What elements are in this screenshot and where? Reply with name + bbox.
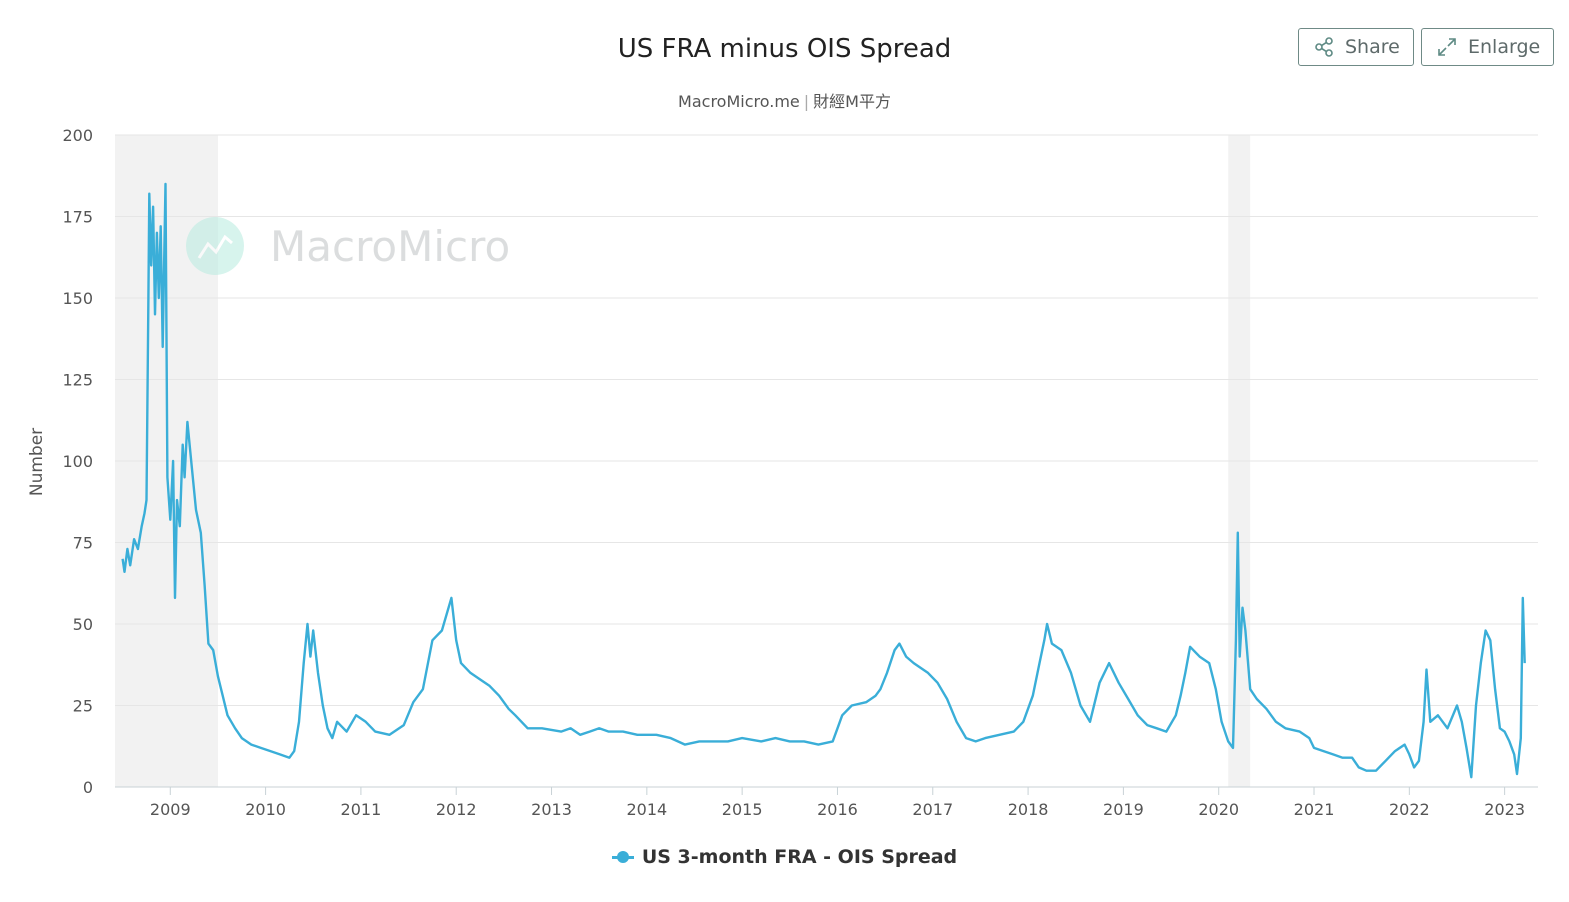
share-button[interactable]: Share bbox=[1298, 28, 1414, 66]
y-tick-label: 175 bbox=[62, 208, 93, 227]
x-tick-label: 2015 bbox=[722, 800, 763, 819]
y-tick-label: 75 bbox=[73, 534, 93, 553]
legend[interactable]: US 3-month FRA - OIS Spread bbox=[0, 846, 1569, 868]
enlarge-button[interactable]: Enlarge bbox=[1421, 28, 1554, 66]
y-tick-label: 100 bbox=[62, 452, 93, 471]
x-tick-label: 2013 bbox=[531, 800, 572, 819]
legend-marker-icon bbox=[611, 847, 634, 867]
legend-label: US 3-month FRA - OIS Spread bbox=[641, 846, 958, 868]
x-tick-label: 2021 bbox=[1294, 800, 1335, 819]
series-line bbox=[121, 182, 1526, 779]
subtitle-brand: 財經M平方 bbox=[813, 92, 891, 111]
x-tick-label: 2020 bbox=[1198, 800, 1239, 819]
y-tick-label: 150 bbox=[62, 289, 93, 308]
x-tick-label: 2010 bbox=[245, 800, 286, 819]
x-tick-label: 2014 bbox=[626, 800, 667, 819]
x-tick-label: 2019 bbox=[1103, 800, 1144, 819]
logo-mark bbox=[197, 234, 233, 259]
y-tick-label: 200 bbox=[62, 126, 93, 145]
share-icon bbox=[1315, 37, 1333, 57]
y-axis: 0 25 50 75 100 125 150 175 200 bbox=[62, 126, 93, 797]
macromicro-logo-icon bbox=[186, 217, 244, 275]
share-label: Share bbox=[1345, 36, 1400, 58]
y-tick-label: 25 bbox=[73, 697, 93, 716]
watermark: MacroMicro bbox=[186, 217, 510, 275]
y-axis-label: Number bbox=[27, 428, 47, 496]
x-tick-label: 2011 bbox=[341, 800, 382, 819]
y-tick-label: 0 bbox=[83, 778, 93, 797]
x-tick-label: 2018 bbox=[1008, 800, 1049, 819]
x-tick-label: 2009 bbox=[150, 800, 191, 819]
x-axis: 2009 2010 2011 2012 2013 2014 2015 2016 2017 2018… bbox=[115, 786, 1538, 819]
subtitle-separator: | bbox=[803, 92, 810, 111]
x-tick-label: 2017 bbox=[912, 800, 953, 819]
watermark-text: MacroMicro bbox=[270, 222, 510, 271]
x-tick-label: 2016 bbox=[817, 800, 858, 819]
x-tick-label: 2012 bbox=[436, 800, 477, 819]
chart-subtitle: MacroMicro.me | 財經M平方 bbox=[0, 88, 1569, 112]
x-tick-label: 2022 bbox=[1389, 800, 1430, 819]
y-tick-label: 50 bbox=[73, 615, 93, 634]
y-tick-label: 125 bbox=[62, 371, 93, 390]
x-tick-label: 2023 bbox=[1484, 800, 1525, 819]
expand-icon bbox=[1438, 38, 1456, 56]
chart-title: US FRA minus OIS Spread bbox=[617, 34, 952, 64]
enlarge-label: Enlarge bbox=[1468, 36, 1541, 58]
subtitle-source: MacroMicro.me bbox=[678, 92, 800, 111]
